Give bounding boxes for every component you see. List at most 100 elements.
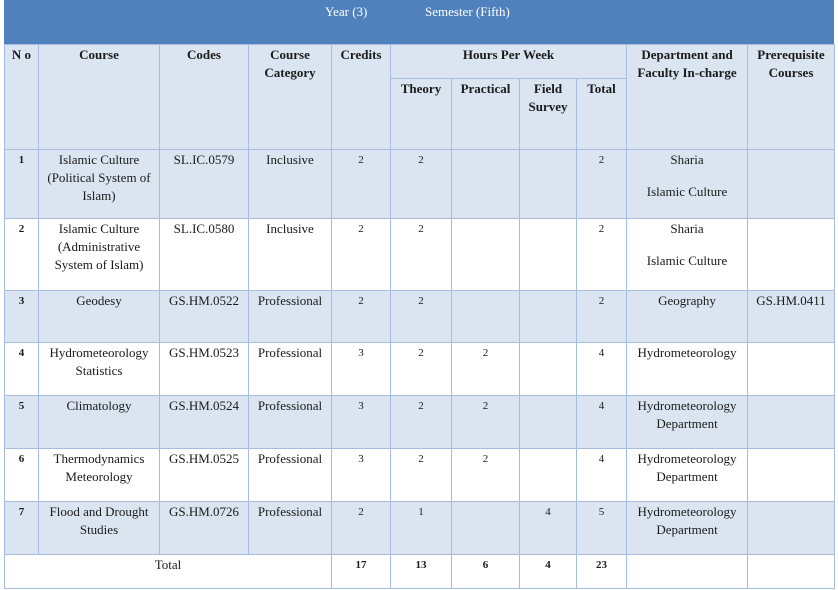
row-department-line1: Sharia [670, 221, 704, 236]
table-row: 1 Islamic Culture (Political System of I… [4, 149, 835, 219]
row-total: 4 [576, 342, 627, 396]
row-department-line2: Islamic Culture [646, 184, 728, 199]
header-no: N o [4, 44, 39, 150]
row-code: GS.HM.0523 [159, 342, 249, 396]
year-label: Year (3) [325, 4, 368, 19]
row-prerequisite [747, 395, 835, 449]
row-no: 2 [4, 218, 39, 291]
row-department: Hydrometeorology [626, 342, 748, 396]
row-practical: 2 [451, 342, 520, 396]
header-prerequisite: Prerequisite Courses [747, 44, 835, 150]
header-hours-per-week: Hours Per Week [390, 44, 627, 79]
row-practical [451, 290, 520, 343]
row-prerequisite [747, 149, 835, 219]
row-category: Inclusive [248, 149, 332, 219]
row-theory: 1 [390, 501, 452, 555]
row-department: Geography [626, 290, 748, 343]
row-credits: 2 [331, 290, 391, 343]
table-row: 5 Climatology GS.HM.0524 Professional 3 … [4, 395, 835, 449]
row-code: GS.HM.0524 [159, 395, 249, 449]
row-category: Professional [248, 448, 332, 502]
row-code: GS.HM.0522 [159, 290, 249, 343]
row-course: Flood and Drought Studies [38, 501, 160, 555]
row-no: 5 [4, 395, 39, 449]
row-theory: 2 [390, 448, 452, 502]
row-code: GS.HM.0726 [159, 501, 249, 555]
table-row: 3 Geodesy GS.HM.0522 Professional 2 2 2 … [4, 290, 835, 343]
header-credits: Credits [331, 44, 391, 150]
row-credits: 3 [331, 395, 391, 449]
row-course: Climatology [38, 395, 160, 449]
row-no: 6 [4, 448, 39, 502]
totals-prerequisite-empty [747, 554, 835, 589]
table-row: 4 Hydrometeorology Statistics GS.HM.0523… [4, 342, 835, 396]
row-category: Professional [248, 342, 332, 396]
row-total: 2 [576, 290, 627, 343]
row-credits: 2 [331, 149, 391, 219]
row-field-survey [519, 290, 577, 343]
header-category: Course Category [248, 44, 332, 150]
curriculum-table: N o Course Codes Course Category Credits… [4, 44, 835, 589]
row-total: 4 [576, 448, 627, 502]
row-field-survey [519, 448, 577, 502]
row-department: Hydrometeorology Department [626, 395, 748, 449]
totals-theory: 13 [390, 554, 452, 589]
header-department: Department and Faculty In-charge [626, 44, 748, 150]
row-total: 5 [576, 501, 627, 555]
table-row: 2 Islamic Culture (Administrative System… [4, 218, 835, 291]
table-row: 6 Thermodynamics Meteorology GS.HM.0525 … [4, 448, 835, 502]
row-credits: 3 [331, 448, 391, 502]
row-credits: 3 [331, 342, 391, 396]
row-course: Islamic Culture (Political System of Isl… [38, 149, 160, 219]
row-prerequisite [747, 218, 835, 291]
row-category: Professional [248, 290, 332, 343]
row-department: Hydrometeorology Department [626, 448, 748, 502]
row-field-survey [519, 395, 577, 449]
row-theory: 2 [390, 395, 452, 449]
row-credits: 2 [331, 501, 391, 555]
row-course: Geodesy [38, 290, 160, 343]
row-practical: 2 [451, 448, 520, 502]
table-row: 7 Flood and Drought Studies GS.HM.0726 P… [4, 501, 835, 555]
row-theory: 2 [390, 149, 452, 219]
row-field-survey [519, 218, 577, 291]
row-prerequisite [747, 448, 835, 502]
row-field-survey: 4 [519, 501, 577, 555]
header-total: Total [576, 78, 627, 150]
row-theory: 2 [390, 290, 452, 343]
row-no: 7 [4, 501, 39, 555]
row-department-line1: Sharia [670, 152, 704, 167]
row-no: 1 [4, 149, 39, 219]
row-code: SL.IC.0580 [159, 218, 249, 291]
row-no: 4 [4, 342, 39, 396]
row-total: 2 [576, 149, 627, 219]
row-department: Hydrometeorology Department [626, 501, 748, 555]
row-department: Sharia Islamic Culture [626, 218, 748, 291]
row-department: Sharia Islamic Culture [626, 149, 748, 219]
table-title-banner: Year (3) Semester (Fifth) [4, 0, 834, 44]
row-prerequisite [747, 342, 835, 396]
row-practical [451, 501, 520, 555]
row-theory: 2 [390, 342, 452, 396]
totals-field-survey: 4 [519, 554, 577, 589]
row-code: SL.IC.0579 [159, 149, 249, 219]
totals-total: 23 [576, 554, 627, 589]
header-practical: Practical [451, 78, 520, 150]
row-practical [451, 149, 520, 219]
row-field-survey [519, 342, 577, 396]
totals-row: Total 17 13 6 4 23 [4, 554, 835, 589]
row-course: Islamic Culture (Administrative System o… [38, 218, 160, 291]
totals-label: Total [4, 554, 332, 589]
header-field-survey: Field Survey [519, 78, 577, 150]
row-course: Hydrometeorology Statistics [38, 342, 160, 396]
row-category: Professional [248, 501, 332, 555]
totals-credits: 17 [331, 554, 391, 589]
row-practical [451, 218, 520, 291]
row-category: Inclusive [248, 218, 332, 291]
row-department-line2: Islamic Culture [646, 253, 728, 268]
row-no: 3 [4, 290, 39, 343]
row-category: Professional [248, 395, 332, 449]
row-total: 2 [576, 218, 627, 291]
header-codes: Codes [159, 44, 249, 150]
row-prerequisite [747, 501, 835, 555]
